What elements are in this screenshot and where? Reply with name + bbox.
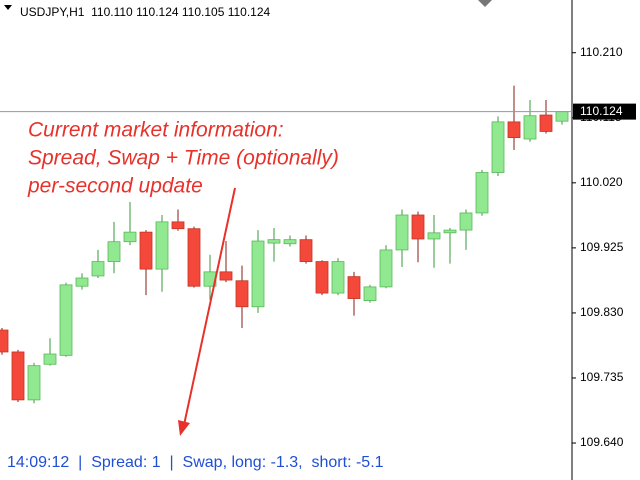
candle-body <box>395 214 409 251</box>
candle-body <box>283 239 297 245</box>
candle-body <box>299 239 313 262</box>
candle-body <box>107 241 121 262</box>
candle-body <box>267 239 281 244</box>
candle-body <box>379 249 393 288</box>
candle-body <box>59 284 73 356</box>
candle-body <box>427 232 441 240</box>
candle-body <box>507 121 521 139</box>
candle-body <box>475 172 489 214</box>
candle-body <box>43 353 57 365</box>
bid-label-box <box>573 103 636 120</box>
candle-body <box>491 121 505 173</box>
menu-icon <box>4 5 12 10</box>
candle-body <box>187 228 201 287</box>
candle-body <box>0 329 9 353</box>
y-tick-label: 110.020 <box>580 175 623 189</box>
y-tick-label: 109.925 <box>580 240 624 254</box>
annotation-line: Spread, Swap + Time (optionally) <box>28 147 339 170</box>
symbol-header: USDJPY,H1 110.110 110.124 110.105 110.12… <box>20 5 271 19</box>
annotation: Current market information: Spread, Swap… <box>27 119 339 198</box>
bid-label: 110.124 <box>580 104 623 118</box>
candle-body <box>91 261 105 277</box>
status-line: 14:09:12 | Spread: 1 | Swap, long: -1.3,… <box>7 454 384 471</box>
candle-body <box>123 231 137 243</box>
candle-body <box>27 365 41 401</box>
candle-body <box>555 111 569 122</box>
candle-body <box>363 286 377 301</box>
y-tick-label: 109.735 <box>580 370 624 384</box>
annotation-line: Current market information: <box>28 119 284 142</box>
candle-body <box>315 261 329 294</box>
candle-body <box>459 212 473 231</box>
plot-area <box>0 85 569 404</box>
arrow-head <box>178 420 190 436</box>
candle-body <box>155 221 169 270</box>
candle-body <box>251 240 265 308</box>
candle-body <box>523 115 537 140</box>
candle-body <box>139 231 153 270</box>
candle-body <box>331 261 345 294</box>
candle-body <box>75 277 89 287</box>
candle-body <box>171 221 185 230</box>
candle-body <box>411 214 425 240</box>
y-tick-label: 109.640 <box>580 435 624 449</box>
candle-body <box>347 276 361 299</box>
y-tick-label: 109.830 <box>580 305 624 319</box>
candle-body <box>219 271 233 281</box>
candle-body <box>539 114 553 132</box>
shift-marker <box>478 0 492 7</box>
candle-body <box>11 351 25 401</box>
annotation-line: per-second update <box>27 175 203 198</box>
y-tick-label: 110.210 <box>580 45 623 59</box>
annotation-arrow <box>183 187 236 426</box>
candle-body <box>235 280 249 308</box>
candle-body <box>443 229 457 234</box>
